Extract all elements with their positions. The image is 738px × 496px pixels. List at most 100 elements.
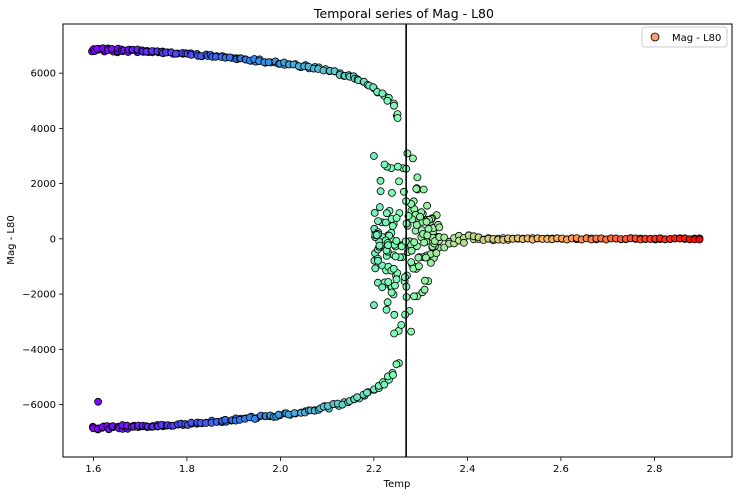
legend-marker xyxy=(650,32,660,42)
data-point xyxy=(94,397,102,406)
data-point xyxy=(274,410,283,419)
data-point xyxy=(290,409,299,418)
scatter-points xyxy=(88,44,704,434)
data-point xyxy=(353,393,362,402)
data-point xyxy=(416,212,424,221)
data-point xyxy=(373,256,382,265)
data-point xyxy=(408,154,417,163)
data-point xyxy=(264,58,273,67)
data-point xyxy=(376,176,385,185)
data-point xyxy=(423,231,432,240)
data-point xyxy=(389,371,397,379)
data-point xyxy=(435,223,444,232)
data-point xyxy=(695,235,704,244)
data-point xyxy=(380,160,389,169)
data-point xyxy=(389,264,398,273)
y-tick-label: −2000 xyxy=(22,290,56,301)
data-point xyxy=(390,310,399,319)
x-tick-label: 2.2 xyxy=(366,464,382,475)
data-point xyxy=(407,246,416,255)
y-tick-label: 2000 xyxy=(31,179,56,190)
data-point xyxy=(381,218,390,227)
data-point xyxy=(412,184,421,193)
data-point xyxy=(432,249,441,258)
data-point xyxy=(388,222,397,230)
data-point xyxy=(171,49,180,58)
data-point xyxy=(400,273,409,282)
x-tick-label: 2.4 xyxy=(459,464,475,475)
data-point xyxy=(395,177,403,186)
data-point xyxy=(382,305,391,314)
data-point xyxy=(423,201,432,210)
data-point xyxy=(369,152,378,160)
data-point xyxy=(375,241,384,250)
data-point xyxy=(392,360,401,369)
plot-frame xyxy=(62,23,733,458)
data-point xyxy=(420,285,429,294)
data-point xyxy=(376,187,385,196)
x-axis-label: Temp xyxy=(383,479,411,490)
data-point xyxy=(414,262,423,271)
x-tick-label: 2.8 xyxy=(646,464,662,475)
data-point xyxy=(424,225,433,233)
y-tick-label: 6000 xyxy=(31,69,56,80)
data-point xyxy=(392,214,401,222)
data-point xyxy=(401,310,410,319)
data-point xyxy=(384,278,393,286)
data-point xyxy=(383,96,392,105)
data-point xyxy=(383,298,392,307)
data-point xyxy=(378,283,387,292)
data-point xyxy=(370,208,379,217)
y-tick-label: 0 xyxy=(50,234,56,245)
data-point xyxy=(412,221,421,229)
data-point xyxy=(393,114,402,122)
data-point xyxy=(420,238,429,247)
data-point xyxy=(380,380,389,389)
legend-entry-label: Mag - L80 xyxy=(672,33,721,44)
data-point xyxy=(420,276,429,285)
y-axis-label: Mag - L80 xyxy=(6,215,17,264)
data-point xyxy=(440,233,449,242)
data-point xyxy=(371,264,380,273)
data-point xyxy=(419,185,428,194)
data-point xyxy=(390,329,399,338)
y-tick-label: −6000 xyxy=(22,400,56,411)
data-point xyxy=(410,292,419,301)
data-point xyxy=(414,253,423,262)
data-point xyxy=(363,388,371,397)
data-point xyxy=(407,258,416,267)
data-point xyxy=(426,258,435,267)
legend-box xyxy=(641,26,728,48)
data-point xyxy=(422,217,431,226)
data-point xyxy=(384,241,393,250)
x-tick-label: 1.6 xyxy=(85,464,101,475)
x-axis: 1.6 1.8 2.0 2.2 2.4 2.6 2.8 xyxy=(85,457,662,475)
data-point xyxy=(392,275,401,284)
data-point xyxy=(421,253,430,262)
x-tick-label: 2.6 xyxy=(553,464,569,475)
data-point xyxy=(387,288,396,297)
plot-area xyxy=(62,23,733,458)
data-point xyxy=(372,231,381,239)
data-point xyxy=(410,238,419,247)
data-point xyxy=(403,149,412,158)
y-tick-label: −4000 xyxy=(22,345,56,356)
data-point xyxy=(387,188,396,197)
x-tick-label: 2.0 xyxy=(272,464,288,475)
data-point xyxy=(369,301,378,310)
chart-title: Temporal series of Mag - L80 xyxy=(313,6,494,21)
legend: Mag - L80 xyxy=(641,26,728,48)
data-point xyxy=(459,238,468,247)
data-point xyxy=(397,321,406,329)
x-tick-label: 1.8 xyxy=(179,464,195,475)
data-point xyxy=(374,217,382,226)
data-point xyxy=(391,252,400,261)
data-point xyxy=(225,53,234,62)
y-tick-label: 4000 xyxy=(31,124,56,135)
data-point xyxy=(393,162,402,171)
data-point xyxy=(392,236,401,245)
data-point xyxy=(413,173,422,182)
data-point xyxy=(378,89,387,98)
data-point xyxy=(390,101,398,110)
